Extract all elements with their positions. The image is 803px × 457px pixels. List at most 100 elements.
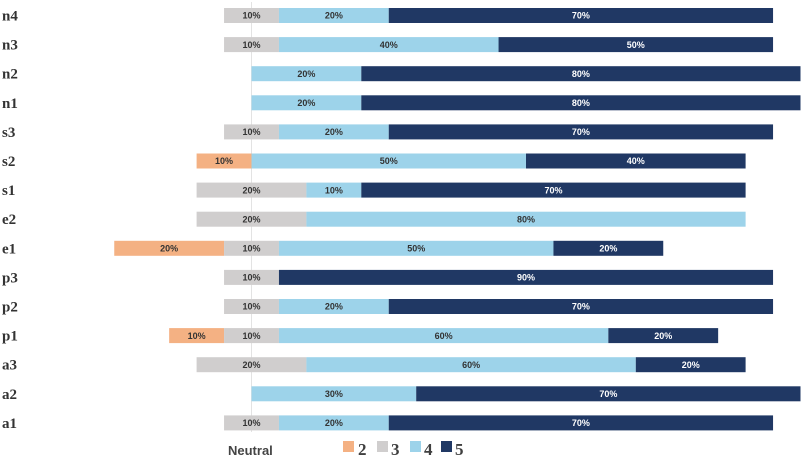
data-label-s1-level-5: 70% [544, 185, 562, 195]
bar-s1-level-5 [361, 182, 746, 198]
category-label-a1: a1 [2, 416, 17, 432]
legend-label-3: 3 [391, 440, 400, 457]
category-label-p3: p3 [2, 270, 18, 286]
category-label-e2: e2 [2, 212, 16, 228]
category-label-n4: n4 [2, 9, 18, 25]
bar-p3-level-5 [278, 269, 774, 285]
data-label-s2-level-4: 50% [380, 156, 398, 166]
category-label-a2: a2 [2, 387, 17, 403]
bar-a3-level-3 [196, 357, 307, 373]
legend-label-5: 5 [455, 440, 464, 457]
bar-e2-level-4 [306, 211, 746, 227]
bar-p1-level-5 [608, 328, 719, 344]
data-label-e2-level-4: 80% [517, 214, 535, 224]
bar-p2-level-4 [278, 299, 389, 314]
data-label-a2-level-5: 70% [599, 389, 617, 399]
data-label-s3-level-3: 10% [242, 127, 260, 137]
data-label-a3-level-4: 60% [462, 360, 480, 370]
category-labels: n4 n3 n2 n1 s3 s2 s1 e2 e1 p3 p2 p1 a3 a2 a1 [2, 9, 18, 432]
bars-layer: 10% 20% 70% 10% 40% 50% 20% 80% 20% 80% 10% 20% 70% 1… [114, 8, 801, 431]
data-label-n2-level-5: 80% [572, 69, 590, 79]
category-label-s3: s3 [2, 125, 15, 141]
bar-n3-level-5 [498, 37, 774, 53]
data-label-n4-level-4: 20% [325, 11, 343, 21]
data-label-s3-level-4: 20% [325, 127, 343, 137]
legend: Neutral 2 3 4 5 [228, 440, 464, 457]
data-label-e1-level-4: 50% [407, 244, 425, 254]
bar-s3-level-4 [278, 124, 389, 140]
data-label-n3-level-5: 50% [627, 40, 645, 50]
category-label-e1: e1 [2, 241, 16, 257]
bar-p1-level-2 [169, 328, 225, 344]
category-label-n1: n1 [2, 96, 18, 112]
data-label-e1-level-3: 10% [242, 244, 260, 254]
bar-n3-level-4 [278, 37, 499, 53]
data-label-a3-level-3: 20% [242, 360, 260, 370]
bar-p2-level-3 [224, 299, 279, 314]
bar-e1-level-4 [278, 240, 554, 256]
data-label-s1-level-4: 10% [325, 185, 343, 195]
bar-p1-level-3 [224, 328, 279, 344]
data-label-p3-level-3: 10% [242, 273, 260, 283]
data-label-p2-level-3: 10% [242, 302, 260, 312]
data-label-e2-level-3: 20% [242, 214, 260, 224]
bar-s2-level-2 [196, 153, 252, 169]
category-label-a3: a3 [2, 358, 17, 374]
bar-e1-level-2 [114, 240, 225, 256]
category-label-p2: p2 [2, 300, 18, 316]
neutral-label: Neutral [228, 443, 273, 457]
legend-label-4: 4 [424, 440, 433, 457]
bar-p3-level-3 [224, 269, 279, 285]
data-label-a1-level-4: 20% [325, 418, 343, 428]
bar-n3-level-3 [224, 37, 279, 53]
data-label-p1-level-5: 20% [654, 331, 672, 341]
bar-e1-level-5 [553, 240, 664, 256]
bar-a1-level-3 [224, 415, 279, 431]
category-label-n2: n2 [2, 67, 18, 83]
legend-swatch-5 [441, 441, 452, 452]
bar-a3-level-4 [306, 357, 636, 373]
data-label-n3-level-3: 10% [242, 40, 260, 50]
data-label-n2-level-4: 20% [297, 69, 315, 79]
legend-swatch-2 [343, 441, 354, 452]
data-label-a1-level-3: 10% [242, 418, 260, 428]
bar-s3-level-3 [224, 124, 279, 140]
data-label-n3-level-4: 40% [380, 40, 398, 50]
bar-p2-level-5 [388, 299, 774, 314]
category-label-s1: s1 [2, 183, 15, 199]
data-label-p1-level-3: 10% [242, 331, 260, 341]
data-label-p2-level-5: 70% [572, 302, 590, 312]
bar-e1-level-3 [224, 240, 279, 256]
data-label-s2-level-5: 40% [627, 156, 645, 166]
bar-s3-level-5 [388, 124, 774, 140]
bar-n4-level-3 [224, 8, 279, 23]
data-label-a3-level-5: 20% [682, 360, 700, 370]
data-label-p3-level-5: 90% [517, 273, 535, 283]
data-label-a1-level-5: 70% [572, 418, 590, 428]
bar-n4-level-4 [278, 8, 389, 23]
bar-s1-level-3 [196, 182, 307, 198]
bar-s2-level-5 [526, 153, 746, 169]
data-label-n1-level-5: 80% [572, 98, 590, 108]
bar-p1-level-4 [278, 328, 609, 344]
category-label-s2: s2 [2, 154, 15, 170]
bar-n1-level-4 [251, 95, 362, 111]
bar-n2-level-4 [251, 66, 362, 82]
data-label-p1-level-2: 10% [188, 331, 206, 341]
data-label-e1-level-2: 20% [160, 244, 178, 254]
data-label-a2-level-4: 30% [325, 389, 343, 399]
bar-a1-level-4 [278, 415, 389, 431]
data-label-n4-level-3: 10% [242, 11, 260, 21]
legend-swatch-4 [410, 441, 421, 452]
bar-a2-level-5 [416, 386, 801, 402]
data-label-s3-level-5: 70% [572, 127, 590, 137]
data-label-p1-level-4: 60% [435, 331, 453, 341]
legend-label-2: 2 [358, 440, 367, 457]
data-label-s2-level-2: 10% [215, 156, 233, 166]
bar-n1-level-5 [361, 95, 801, 111]
category-label-p1: p1 [2, 329, 18, 345]
data-label-n1-level-4: 20% [297, 98, 315, 108]
legend-swatch-3 [377, 441, 388, 452]
data-label-s1-level-3: 20% [242, 185, 260, 195]
